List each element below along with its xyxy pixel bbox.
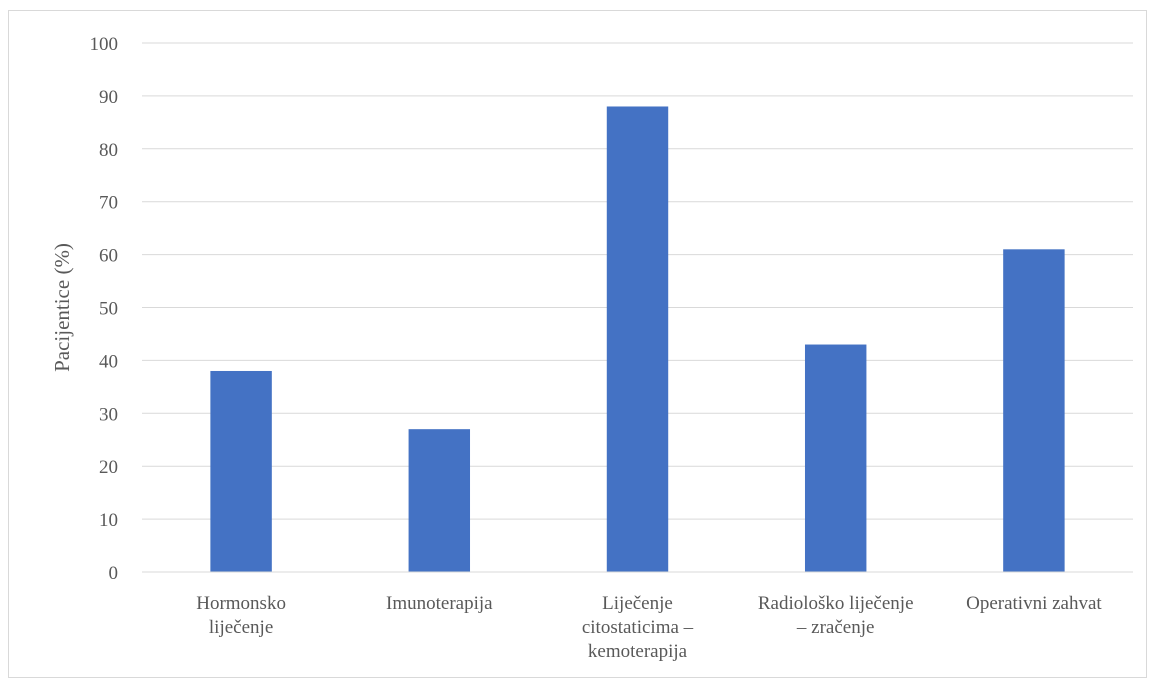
x-tick-label: Liječenje citostaticima – kemoterapija — [582, 593, 694, 662]
x-tick-label: Hormonsko liječenje — [196, 593, 286, 638]
x-tick-label-line: Imunoterapija — [386, 593, 493, 614]
x-tick-label-line: Hormonsko — [196, 593, 286, 614]
bars — [210, 106, 1065, 572]
x-tick-label: Radiološko liječenje – zračenje — [758, 593, 914, 638]
x-axis-ticks: Hormonsko liječenje Imunoterapija Liječenje… — [196, 593, 1102, 662]
x-tick-label-line: Operativni zahvat — [966, 593, 1102, 614]
y-tick-label: 50 — [99, 299, 118, 320]
x-tick-label-line: Radiološko liječenje — [758, 593, 914, 614]
bar — [606, 106, 669, 572]
y-axis-ticks: 0 10 20 30 40 50 60 70 80 90 100 — [90, 34, 119, 584]
y-tick-label: 10 — [99, 510, 118, 531]
bar — [210, 370, 272, 572]
y-tick-label: 0 — [109, 563, 119, 584]
y-tick-label: 100 — [90, 34, 119, 55]
y-tick-label: 90 — [99, 87, 118, 108]
x-tick-label: Imunoterapija — [386, 593, 493, 614]
gridlines — [142, 42, 1133, 520]
y-tick-label: 80 — [99, 140, 118, 161]
y-tick-label: 30 — [99, 404, 118, 425]
x-tick-label: Operativni zahvat — [966, 593, 1102, 614]
y-tick-label: 20 — [99, 457, 118, 478]
bar — [1003, 249, 1065, 572]
y-tick-label: 70 — [99, 193, 118, 214]
bar — [408, 429, 471, 572]
chart-frame — [8, 10, 1147, 678]
x-tick-label-line: citostaticima – — [582, 617, 694, 638]
x-tick-label-line: – zračenje — [796, 617, 875, 638]
x-tick-label-line: kemoterapija — [588, 641, 688, 662]
x-tick-label-line: liječenje — [209, 617, 273, 638]
bar — [804, 344, 867, 572]
y-tick-label: 40 — [99, 351, 118, 372]
y-axis-title: Pacijentice (%) — [50, 243, 74, 372]
x-tick-label-line: Liječenje — [602, 593, 673, 614]
y-tick-label: 60 — [99, 246, 118, 267]
